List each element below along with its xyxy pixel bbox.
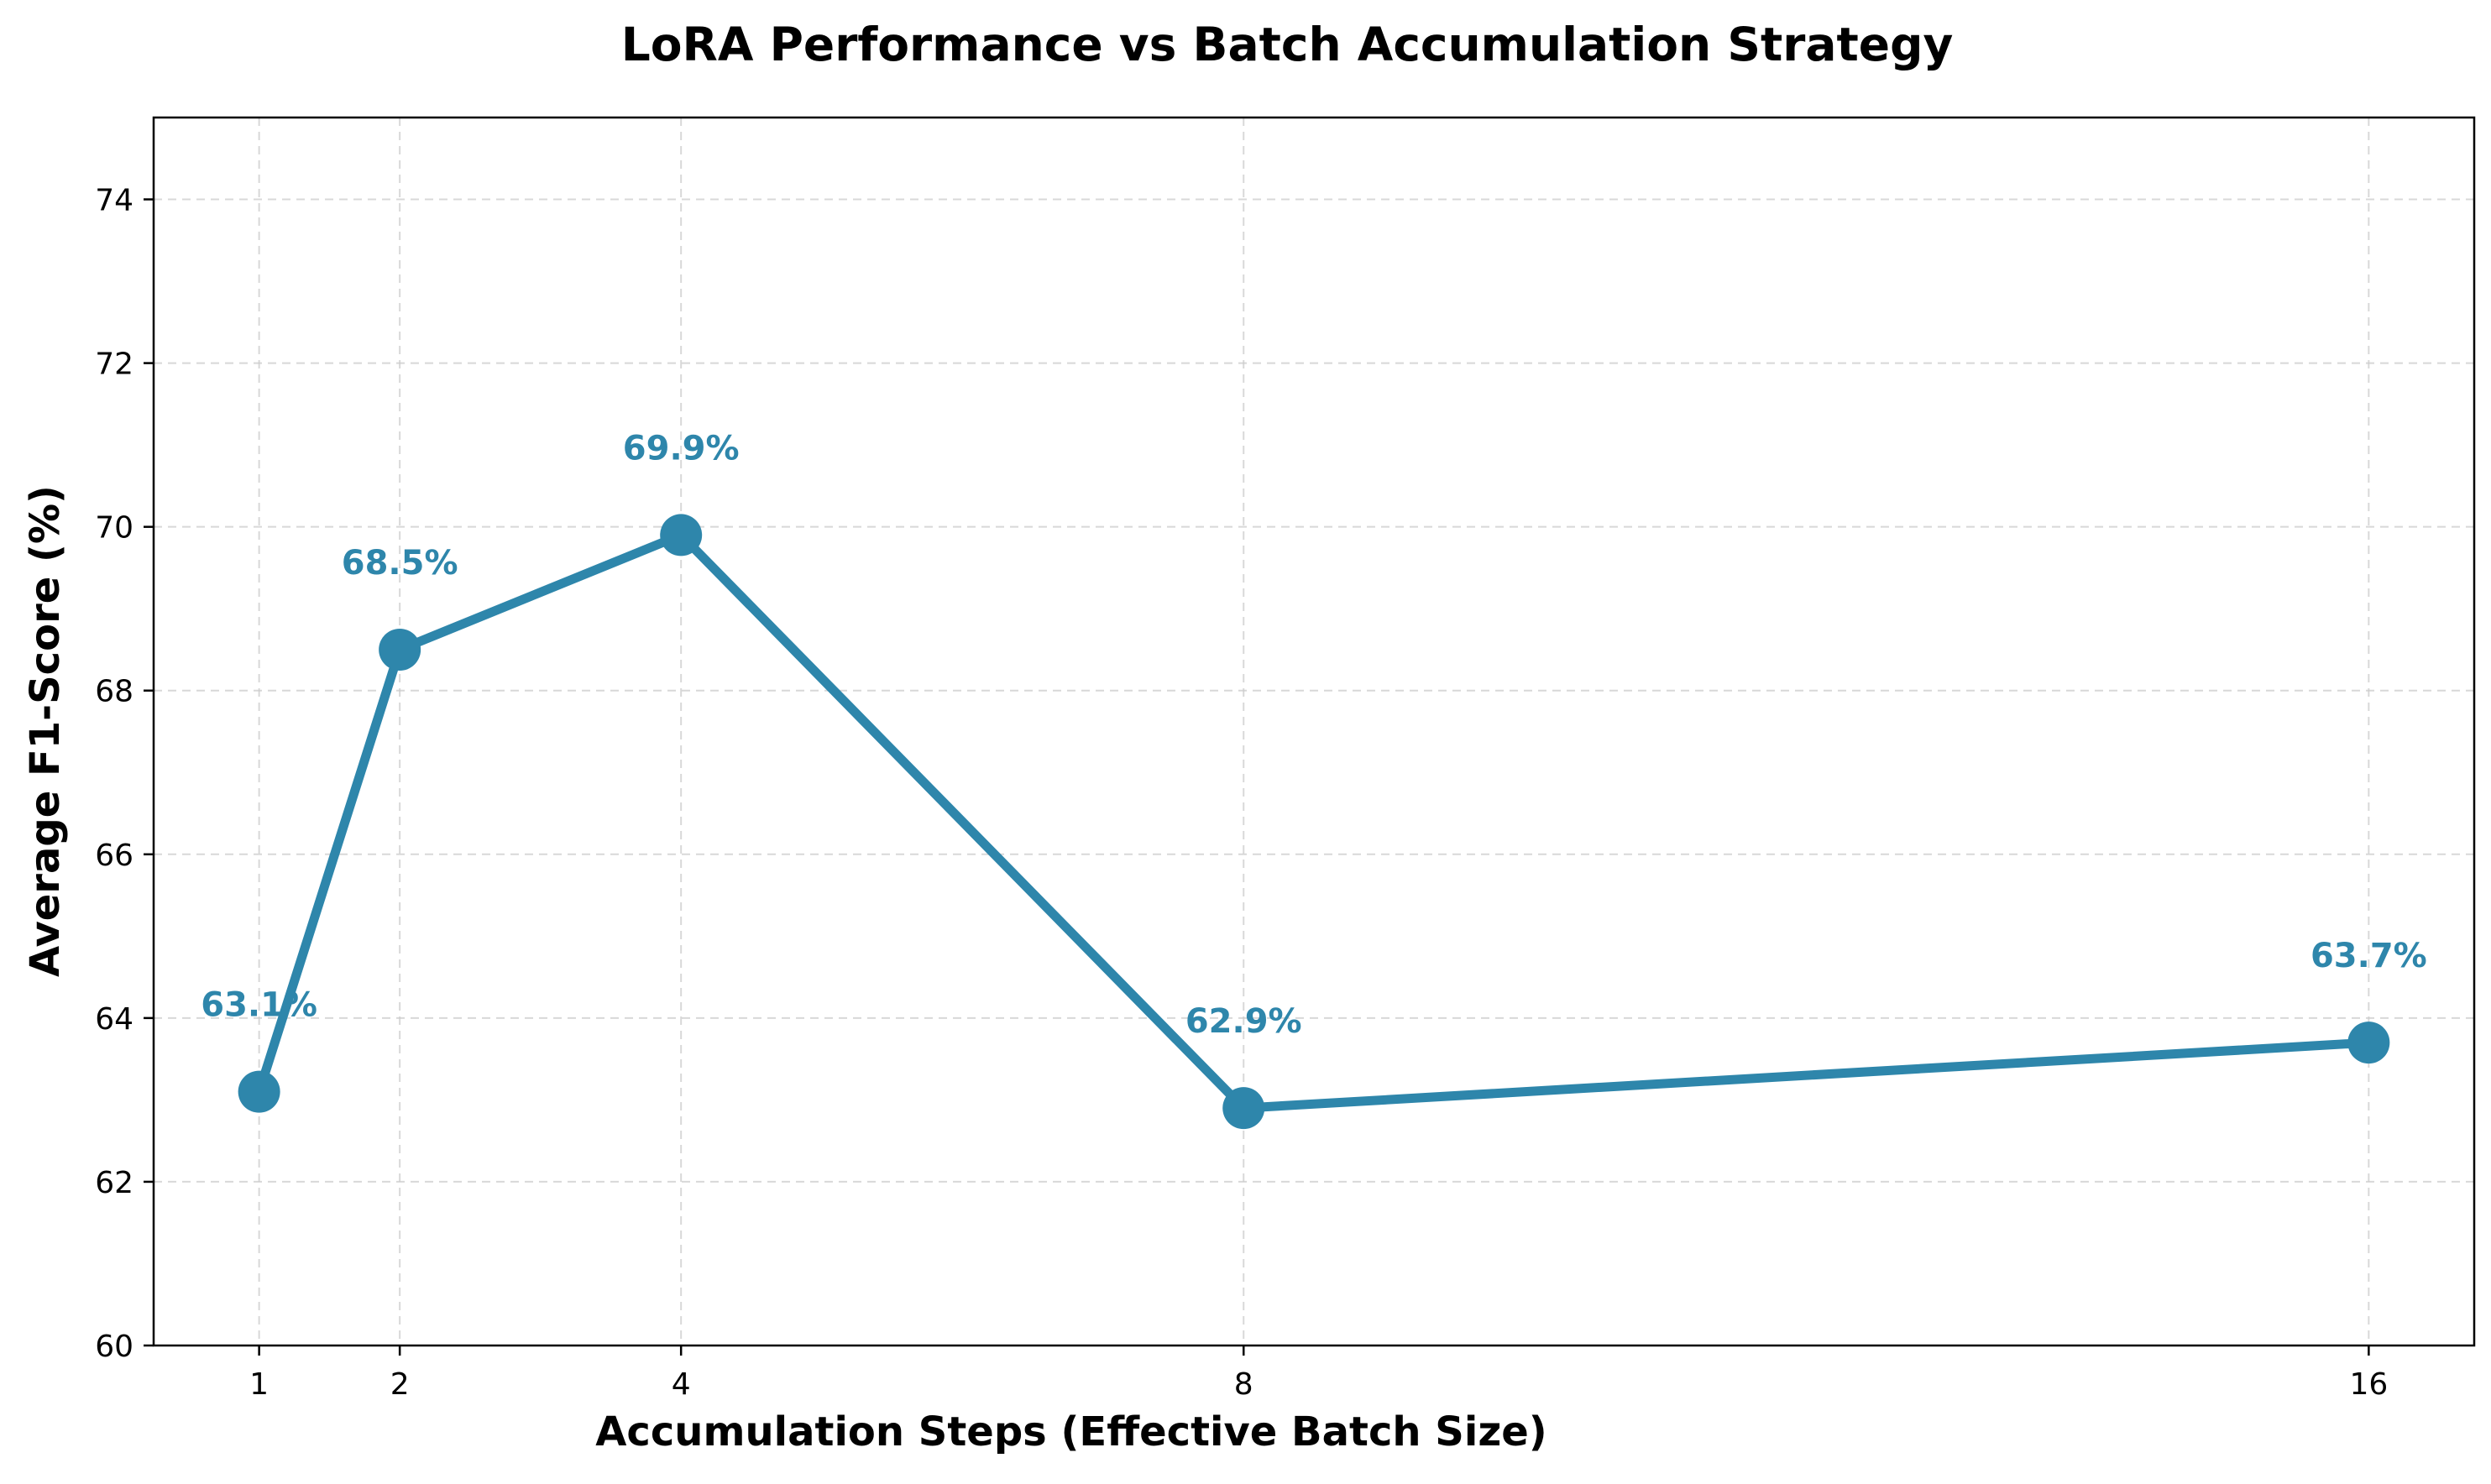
- data-label: 63.1%: [201, 986, 317, 1025]
- data-label: 63.7%: [2310, 937, 2427, 975]
- y-tick-label: 66: [95, 839, 133, 873]
- x-tick-label: 2: [390, 1367, 410, 1402]
- y-tick-label: 68: [95, 675, 133, 709]
- y-tick-label: 72: [95, 347, 133, 382]
- data-label: 62.9%: [1185, 1002, 1302, 1041]
- x-tick-label: 4: [672, 1367, 691, 1402]
- x-tick-label: 8: [1234, 1367, 1253, 1402]
- grid: [154, 118, 2474, 1346]
- data-labels: 63.1% 68.5% 69.9% 62.9% 63.7%: [201, 429, 2427, 1041]
- data-point: [379, 628, 421, 671]
- series-line: [238, 514, 2390, 1130]
- y-axis-label: Average F1-Score (%): [22, 485, 69, 977]
- axes: 1 2 4 8 16 60 62 64 66 68 70 72 74: [95, 184, 2388, 1402]
- y-tick-label: 70: [95, 511, 133, 546]
- y-tick-label: 60: [95, 1330, 133, 1364]
- data-label: 68.5%: [342, 544, 458, 583]
- y-tick-label: 64: [95, 1002, 133, 1037]
- data-point: [660, 514, 703, 556]
- data-point: [238, 1070, 280, 1113]
- x-tick-label: 16: [2349, 1367, 2388, 1402]
- plot-frame: [152, 116, 2476, 1347]
- y-tick-label: 74: [95, 184, 133, 218]
- data-label: 69.9%: [623, 429, 740, 468]
- y-tick-label: 62: [95, 1166, 133, 1200]
- x-axis-label: Accumulation Steps (Effective Batch Size…: [595, 1408, 1547, 1455]
- x-tick-label: 1: [249, 1367, 269, 1402]
- chart-title: LoRA Performance vs Batch Accumulation S…: [621, 18, 1954, 71]
- series-line-path: [254, 530, 2373, 1113]
- data-point: [2347, 1022, 2390, 1064]
- data-point: [1222, 1087, 1265, 1130]
